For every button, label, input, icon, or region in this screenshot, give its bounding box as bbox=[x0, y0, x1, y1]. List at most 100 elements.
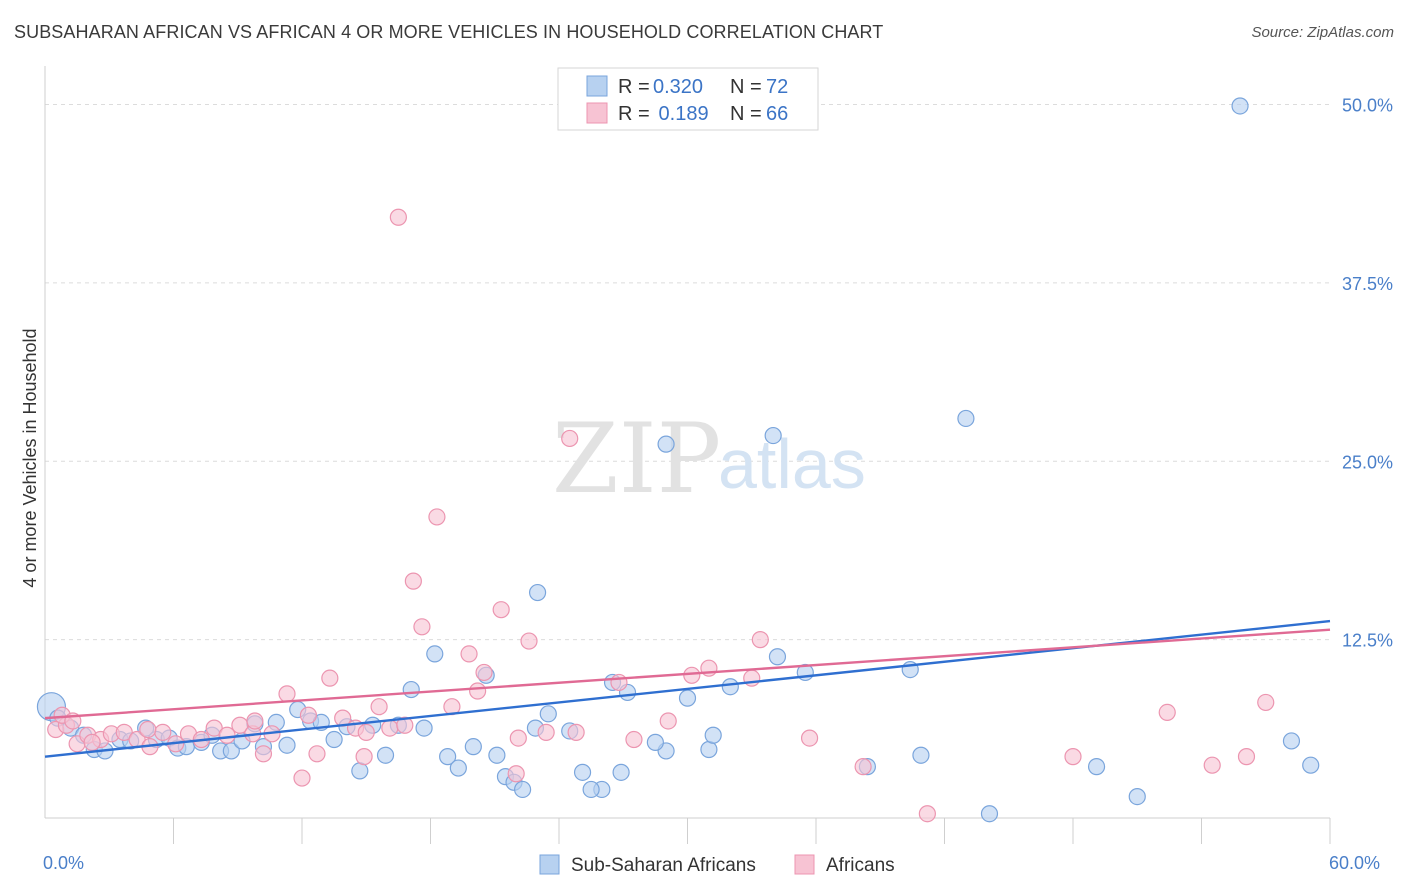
point-african-29 bbox=[404, 572, 422, 590]
point-subsaharan-54 bbox=[764, 426, 782, 445]
point-african-31 bbox=[428, 508, 446, 526]
point-african-35 bbox=[492, 601, 510, 619]
point-african-40 bbox=[389, 208, 407, 226]
trendline-subsaharan bbox=[44, 619, 1331, 758]
point-african-14 bbox=[218, 726, 236, 744]
point-african-27 bbox=[381, 719, 399, 737]
point-subsaharan-21 bbox=[278, 736, 296, 754]
series-legend: Sub-Saharan Africans Africans bbox=[539, 854, 895, 876]
point-subsaharan-50 bbox=[721, 678, 739, 696]
point-african-22 bbox=[321, 669, 339, 687]
point-african-61 bbox=[355, 748, 373, 766]
point-subsaharan-34 bbox=[439, 748, 457, 766]
point-subsaharan-36 bbox=[464, 738, 482, 756]
point-subsaharan-57 bbox=[912, 746, 930, 764]
point-african-9 bbox=[154, 723, 172, 741]
y-tick-label-0: 12.5% bbox=[1342, 631, 1393, 651]
point-subsaharan-64 bbox=[704, 726, 722, 744]
point-african-41 bbox=[507, 765, 525, 783]
series-legend-label-2: Africans bbox=[826, 855, 895, 876]
point-subsaharan-49 bbox=[700, 740, 718, 759]
legend-r-label-1: R = bbox=[618, 76, 650, 98]
legend-r-label-2: R = bbox=[618, 103, 650, 125]
legend-swatch-pink bbox=[586, 102, 608, 124]
point-african-34 bbox=[475, 663, 493, 682]
point-subsaharan-68 bbox=[573, 763, 592, 781]
point-subsaharan-63 bbox=[980, 805, 999, 823]
legend-r-value-2: 0.189 bbox=[653, 103, 709, 125]
point-african-28 bbox=[396, 716, 414, 734]
point-subsaharan-32 bbox=[415, 719, 433, 737]
legend-n-value-2: 66 bbox=[766, 103, 788, 125]
grid-layer bbox=[45, 104, 1330, 641]
point-subsaharan-48 bbox=[678, 689, 697, 707]
point-african-53 bbox=[1237, 748, 1256, 766]
point-african-64 bbox=[683, 666, 701, 684]
point-subsaharan-35 bbox=[449, 759, 467, 777]
point-subsaharan-41 bbox=[513, 780, 532, 799]
series-legend-label-1: Sub-Saharan Africans bbox=[571, 855, 756, 876]
point-african-20 bbox=[293, 769, 311, 787]
point-subsaharan-29 bbox=[376, 746, 395, 764]
point-african-38 bbox=[537, 723, 555, 741]
point-african-36 bbox=[509, 729, 527, 747]
point-african-47 bbox=[800, 729, 819, 747]
point-subsaharan-33 bbox=[426, 645, 444, 663]
point-african-21 bbox=[308, 745, 326, 763]
point-african-51 bbox=[1158, 703, 1176, 722]
point-subsaharan-71 bbox=[1231, 97, 1249, 115]
watermark: ZIP atlas bbox=[552, 403, 866, 515]
point-subsaharan-60 bbox=[1128, 787, 1146, 806]
trendline-african bbox=[44, 628, 1331, 720]
y-axis-label: 4 or more Vehicles in Household bbox=[20, 328, 40, 587]
point-african-62 bbox=[469, 682, 487, 700]
point-african-52 bbox=[1203, 756, 1221, 774]
legend-r-value-1: 0.320 bbox=[653, 76, 703, 98]
point-subsaharan-55 bbox=[657, 435, 675, 453]
point-african-37 bbox=[520, 632, 538, 650]
chart-title: SUBSAHARAN AFRICAN VS AFRICAN 4 OR MORE … bbox=[14, 22, 884, 42]
point-subsaharan-65 bbox=[646, 733, 664, 751]
trend-layer bbox=[44, 619, 1331, 758]
y-tick-label-3: 50.0% bbox=[1342, 96, 1393, 116]
point-african-19 bbox=[278, 685, 296, 703]
point-subsaharan-70 bbox=[582, 780, 600, 799]
point-african-54 bbox=[1257, 693, 1275, 712]
point-african-17 bbox=[254, 745, 273, 763]
legend-n-label-2: N = bbox=[730, 103, 762, 125]
point-african-60 bbox=[299, 706, 318, 724]
point-subsaharan-51 bbox=[768, 648, 787, 666]
point-african-42 bbox=[567, 723, 585, 741]
point-subsaharan-44 bbox=[528, 583, 547, 602]
point-african-39 bbox=[561, 429, 579, 448]
y-tick-label-2: 37.5% bbox=[1342, 274, 1393, 294]
point-african-48 bbox=[854, 758, 872, 776]
x-tick-label-0: 0.0% bbox=[43, 853, 84, 873]
point-subsaharan-25 bbox=[325, 730, 343, 749]
point-subsaharan-16 bbox=[222, 742, 240, 760]
point-african-25 bbox=[357, 723, 375, 741]
point-subsaharan-69 bbox=[612, 763, 630, 781]
legend-n-value-1: 72 bbox=[766, 76, 788, 98]
series-legend-swatch-pink bbox=[794, 854, 815, 875]
point-african-58 bbox=[139, 720, 157, 739]
point-african-13 bbox=[205, 719, 223, 737]
point-african-33 bbox=[460, 645, 478, 663]
x-tick-label-1: 60.0% bbox=[1329, 853, 1380, 873]
point-subsaharan-61 bbox=[1282, 732, 1301, 750]
points-layer bbox=[36, 97, 1320, 823]
point-african-6 bbox=[115, 723, 133, 741]
point-african-49 bbox=[918, 805, 936, 823]
point-subsaharan-27 bbox=[351, 762, 369, 780]
point-african-46 bbox=[751, 631, 769, 649]
legend-swatch-blue bbox=[586, 75, 608, 97]
series-legend-swatch-blue bbox=[539, 854, 560, 875]
point-subsaharan-31 bbox=[402, 680, 420, 699]
point-african-43 bbox=[625, 730, 643, 749]
point-african-63 bbox=[610, 673, 628, 692]
point-subsaharan-43 bbox=[539, 705, 557, 723]
legend-n-label-1: N = bbox=[730, 76, 762, 98]
point-african-30 bbox=[413, 618, 431, 636]
point-african-44 bbox=[659, 712, 677, 730]
